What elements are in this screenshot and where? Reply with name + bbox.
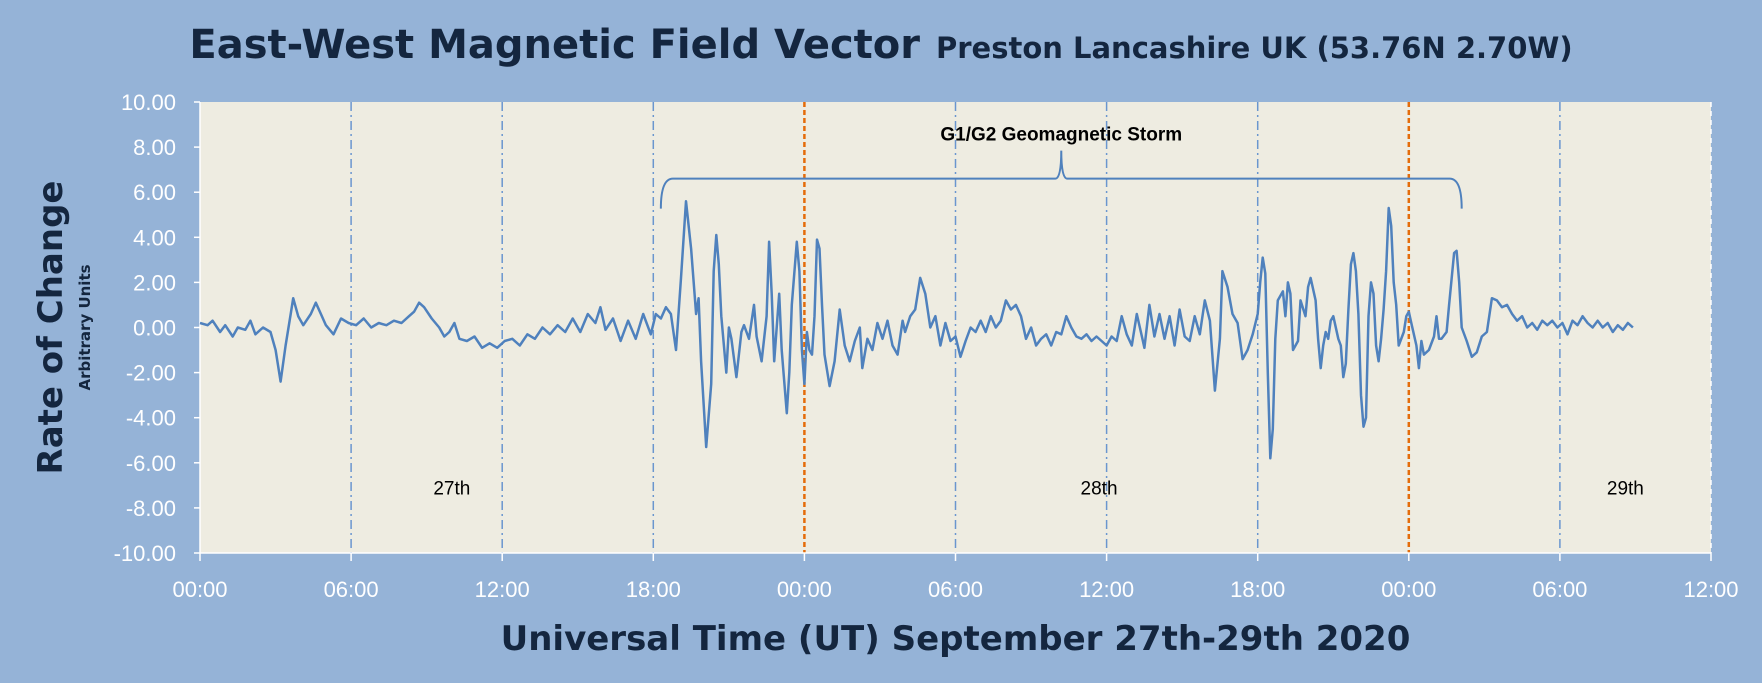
storm-annotation: G1/G2 Geomagnetic Storm — [659, 125, 1463, 209]
grid-lines — [350, 102, 1712, 553]
x-axis-title: Universal Time (UT) September 27th-29th … — [501, 619, 1411, 659]
y-tick-label: 0.00 — [133, 316, 176, 341]
y-tick-label: -2.00 — [126, 361, 176, 386]
x-tick-label: 00:00 — [172, 577, 227, 602]
day-labels: 27th 28th 29th — [433, 478, 1644, 499]
storm-brace — [659, 150, 1463, 209]
y-tick-label: -4.00 — [126, 406, 176, 431]
x-tick-label: 06:00 — [928, 577, 983, 602]
y-tick-label: -8.00 — [126, 496, 176, 521]
x-tick-label: 12:00 — [475, 577, 530, 602]
x-tick-labels: 00:00 06:00 12:00 18:00 00:00 06:00 12:00 18:00… — [172, 577, 1738, 602]
y-tick-label: -10.00 — [114, 541, 176, 566]
y-tick-label: 6.00 — [133, 180, 176, 205]
x-tick-label: 06:00 — [324, 577, 379, 602]
storm-label: G1/G2 Geomagnetic Storm — [940, 125, 1182, 146]
x-tick-label: 00:00 — [777, 577, 832, 602]
x-tick-label: 18:00 — [1230, 577, 1285, 602]
chart-title-main: East-West Magnetic Field Vector — [189, 22, 920, 68]
y-tick-label: -6.00 — [126, 451, 176, 476]
y-tick-label: 2.00 — [133, 270, 176, 295]
x-tick-label: 00:00 — [1381, 577, 1436, 602]
axes — [194, 101, 1712, 561]
series-line — [199, 199, 1634, 460]
y-axis-title: Rate of Change — [31, 181, 71, 475]
x-tick-label: 18:00 — [626, 577, 681, 602]
day-label: 29th — [1607, 478, 1644, 499]
y-axis-subtitle: Arbitrary Units — [76, 264, 94, 390]
chart-subtitle: Preston Lancashire UK (53.76N 2.70W) — [936, 31, 1573, 65]
x-tick-label: 12:00 — [1683, 577, 1738, 602]
day-boundary-lines — [803, 102, 1411, 553]
x-tick-label: 06:00 — [1532, 577, 1587, 602]
day-label: 28th — [1081, 478, 1118, 499]
y-tick-label: 10.00 — [121, 90, 176, 115]
y-tick-label: 4.00 — [133, 225, 176, 250]
series-layer — [199, 199, 1634, 460]
y-tick-label: 8.00 — [133, 135, 176, 160]
day-label: 27th — [433, 478, 470, 499]
x-tick-label: 12:00 — [1079, 577, 1134, 602]
y-tick-labels: 10.00 8.00 6.00 4.00 2.00 0.00 -2.00 -4.00 -6.00… — [114, 90, 176, 566]
chart-title: East-West Magnetic Field Vector Preston … — [189, 22, 1572, 68]
